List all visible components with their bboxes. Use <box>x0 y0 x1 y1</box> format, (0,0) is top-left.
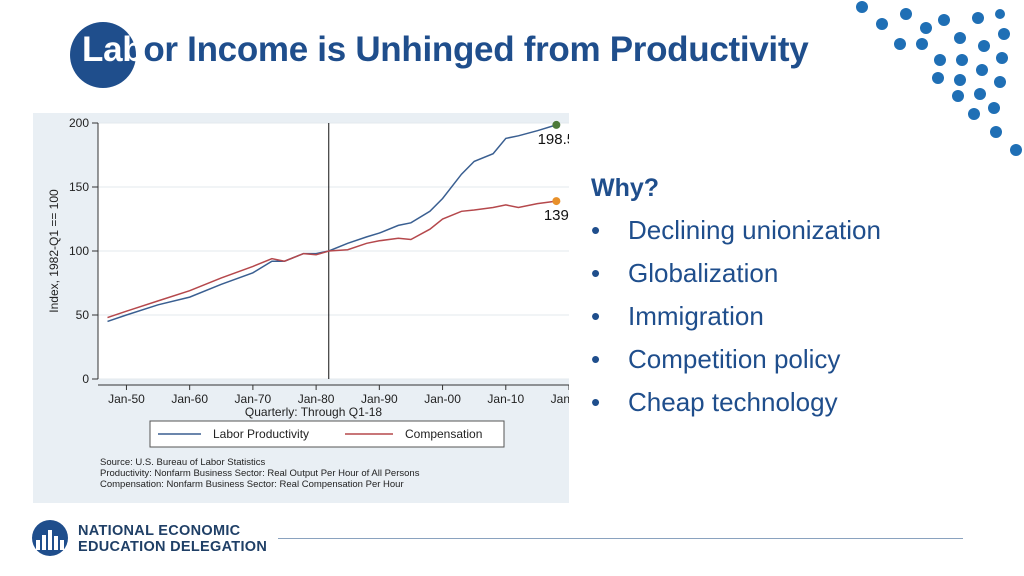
series-line <box>107 124 557 323</box>
y-tick-label: 50 <box>76 308 90 322</box>
series-end-label: 198.5 <box>538 131 569 148</box>
x-tick-label: Jan-80 <box>298 392 335 406</box>
title-part1: Lab <box>82 30 144 69</box>
series-end-label: 139 <box>544 207 569 224</box>
legend-label: Labor Productivity <box>213 427 309 441</box>
x-tick-label: Jan-50 <box>108 392 145 406</box>
y-tick-label: 200 <box>69 116 89 130</box>
x-tick-label: Jan-90 <box>361 392 398 406</box>
x-tick-label: Jan-10 <box>487 392 524 406</box>
y-tick-label: 0 <box>82 372 89 386</box>
bullet-marker: • <box>591 344 601 374</box>
bullet-marker: • <box>591 258 601 288</box>
series-line <box>107 200 557 319</box>
bullet-marker: • <box>591 387 601 417</box>
list-item-text: Competition policy <box>628 344 841 374</box>
decorative-dot-pattern <box>856 1 1022 156</box>
list-item-text: Immigration <box>628 301 764 331</box>
y-axis-label: Index, 1982-Q1 == 100 <box>47 189 61 313</box>
list-item-text: Declining unionization <box>628 215 881 245</box>
series-end-marker <box>552 197 561 206</box>
x-tick-label: Jan-70 <box>235 392 272 406</box>
chart-panel: 0 50 100 150 200 Jan-50 Jan-60 Jan-70 Jan-80 Jan-… <box>33 113 569 503</box>
x-axis-label: Quarterly: Through Q1-18 <box>245 405 383 419</box>
source-note: Productivity: Nonfarm Business Sector: R… <box>100 468 420 479</box>
title-part2: or Income is Unhinged from Productivity <box>143 30 809 69</box>
org-name-line1: NATIONAL ECONOMIC <box>78 523 241 539</box>
series-end-marker <box>552 120 561 129</box>
source-note: Compensation: Nonfarm Business Sector: R… <box>100 479 404 490</box>
bullet-marker: • <box>591 215 601 245</box>
source-note: Source: U.S. Bureau of Labor Statistics <box>100 457 266 468</box>
x-tick-label: Jan-20 <box>551 392 569 406</box>
line-chart: 0 50 100 150 200 Jan-50 Jan-60 Jan-70 Jan-80 Jan-… <box>47 116 569 490</box>
x-tick-label: Jan-00 <box>424 392 461 406</box>
need-logo-icon <box>32 520 68 556</box>
why-heading: Why? <box>591 174 660 202</box>
list-item-text: Cheap technology <box>628 387 838 417</box>
list-item-text: Globalization <box>628 258 779 288</box>
y-tick-label: 150 <box>69 180 89 194</box>
title-circle-accent <box>70 22 136 88</box>
legend-box <box>149 420 505 448</box>
footer-divider <box>278 538 963 539</box>
x-tick-label: Jan-60 <box>171 392 208 406</box>
bullet-marker: • <box>591 301 601 331</box>
slide-title: Labor Income is Unhinged from Productivi… <box>82 30 809 70</box>
legend-label: Compensation <box>405 427 482 441</box>
org-name-line2: EDUCATION DELEGATION <box>78 539 268 555</box>
y-tick-label: 100 <box>69 244 89 258</box>
